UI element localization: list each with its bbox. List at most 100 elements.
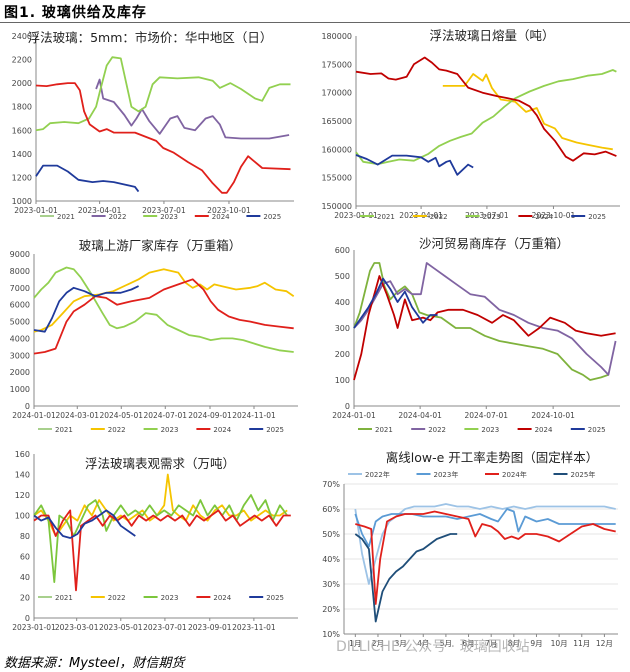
y-tick-label: 0: [25, 614, 30, 623]
series-line-2025: [35, 164, 140, 193]
x-tick-label: 1月: [349, 639, 361, 648]
series-line-2024: [33, 509, 291, 592]
x-tick-label: 7月: [485, 639, 497, 648]
chart-title: 离线low-e 开工率走势图（固定样本）: [386, 450, 599, 465]
legend-label: 2022: [428, 426, 446, 434]
series-line-2025: [33, 509, 136, 539]
series-line-2023: [35, 56, 291, 132]
y-tick-label: 60%: [322, 505, 340, 514]
y-tick-label: 160000: [321, 145, 352, 154]
legend-label: 2024: [212, 213, 230, 221]
y-tick-label: 40%: [322, 555, 340, 564]
legend-label: 2022: [108, 594, 126, 602]
chart-title: 浮法玻璃表观需求（万吨）: [85, 456, 235, 471]
x-tick-label: 2023-01-01: [14, 206, 58, 215]
legend-label: 2022年: [365, 470, 390, 479]
series-line-2022: [353, 262, 617, 376]
legend-label: 2021: [55, 426, 73, 434]
x-tick-label: 6月: [462, 639, 474, 648]
y-tick-label: 20%: [322, 605, 340, 614]
y-tick-label: 400: [335, 298, 350, 307]
legend-label: 2025年: [571, 470, 596, 479]
y-tick-label: 7000: [10, 284, 30, 293]
watermark-text: DILLICHE 公众号 · 玻璃回收站: [336, 639, 530, 655]
y-tick-label: 180000: [321, 32, 352, 41]
legend-label: 2023: [481, 426, 499, 434]
legend-label: 2022: [108, 426, 126, 434]
x-tick-label: 2023-01-01: [12, 623, 56, 632]
series-line-2024: [355, 56, 617, 162]
y-tick-label: 1600: [12, 126, 32, 135]
series-line-2024年: [355, 510, 616, 605]
source-note: 数据来源：Mysteel，财信期货: [4, 656, 185, 671]
legend-label: 2021: [377, 213, 395, 221]
legend-label: 2021: [375, 426, 393, 434]
y-tick-label: 20: [20, 594, 30, 603]
chart-panel-3: 0 1000 2000 3000 4000 5000 6000 7000 8000 9000 202…: [10, 238, 298, 434]
x-tick-label: 10月: [551, 639, 568, 648]
y-tick-label: 9000: [10, 250, 30, 259]
y-tick-label: 1000: [10, 385, 30, 394]
y-tick-label: 1400: [12, 150, 32, 159]
y-tick-label: 160: [15, 450, 30, 459]
y-tick-label: 100: [335, 376, 350, 385]
legend-label: 2025: [588, 213, 606, 221]
x-tick-label: 2023-07-01: [142, 206, 186, 215]
y-tick-label: 600: [335, 246, 350, 255]
legend-label: 2024: [213, 594, 231, 602]
series-line-2023年: [354, 508, 616, 548]
chart-title: 浮法玻璃日熔量（吨）: [429, 28, 554, 43]
y-tick-label: 0: [345, 402, 350, 411]
legend-label: 2021: [57, 213, 75, 221]
y-tick-label: 80: [20, 532, 30, 541]
legend-label: 2022: [109, 213, 127, 221]
chart-panel-6: 10% 20% 30% 40% 50% 60% 70% 1月 2月 3月 4月 5月 6月 7月 8月 9月 1…: [322, 450, 618, 648]
y-tick-label: 120: [15, 491, 30, 500]
y-tick-label: 175000: [321, 60, 352, 69]
y-tick-label: 100: [15, 512, 30, 521]
legend-label: 2023: [160, 213, 178, 221]
x-tick-label: 2023-11-01: [232, 623, 276, 632]
x-tick-label: 2024-10-01: [531, 411, 575, 420]
legend-label: 2023年: [434, 470, 459, 479]
chart-panel-2: 150000 155000 160000 165000 170000 175000 1800…: [321, 28, 620, 221]
series-line-2023: [355, 69, 617, 166]
legend-label: 2024: [535, 426, 553, 434]
y-tick-label: 140: [15, 471, 30, 480]
y-tick-label: 0: [25, 402, 30, 411]
y-tick-label: 6000: [10, 301, 30, 310]
x-tick-label: 4月: [417, 639, 429, 648]
y-tick-label: 1200: [12, 173, 32, 182]
x-tick-label: 3月: [394, 639, 406, 648]
y-tick-label: 50%: [322, 530, 340, 539]
y-tick-label: 300: [335, 324, 350, 333]
x-tick-label: 2024-09-01: [188, 411, 232, 420]
legend-label: 2023: [483, 213, 501, 221]
x-tick-label: 2023-09-01: [188, 623, 232, 632]
y-tick-label: 8000: [10, 267, 30, 276]
legend-label: 2025: [266, 594, 284, 602]
chart-panel-5: 0 20 40 60 80 100 120 140 160 2023-01-01 2023-03-0…: [12, 450, 298, 632]
series-line-2021: [353, 262, 609, 381]
x-tick-label: 2024-03-01: [55, 411, 99, 420]
x-tick-label: 2024-11-01: [232, 411, 276, 420]
series-line-2024: [353, 275, 616, 381]
legend-label: 2024年: [502, 470, 527, 479]
series-line-2025年: [354, 533, 458, 623]
y-tick-label: 60: [20, 553, 30, 562]
legend-label: 2024: [535, 213, 553, 221]
x-tick-label: 2023-07-01: [465, 211, 509, 220]
y-tick-label: 2400: [12, 32, 32, 41]
x-tick-label: 2023-03-01: [55, 623, 99, 632]
x-tick-label: 2023-10-01: [207, 206, 251, 215]
y-tick-label: 200: [335, 350, 350, 359]
legend-label: 2025: [266, 426, 284, 434]
y-tick-label: 2000: [10, 368, 30, 377]
series-line-2025: [33, 285, 139, 333]
y-tick-label: 5000: [10, 318, 30, 327]
y-tick-label: 70%: [322, 480, 340, 489]
series-line-2025: [353, 277, 438, 329]
x-tick-label: 2024-04-01: [398, 411, 442, 420]
y-tick-label: 165000: [321, 117, 352, 126]
chart-title: 沙河贸易商库存（万重箱）: [419, 236, 569, 251]
